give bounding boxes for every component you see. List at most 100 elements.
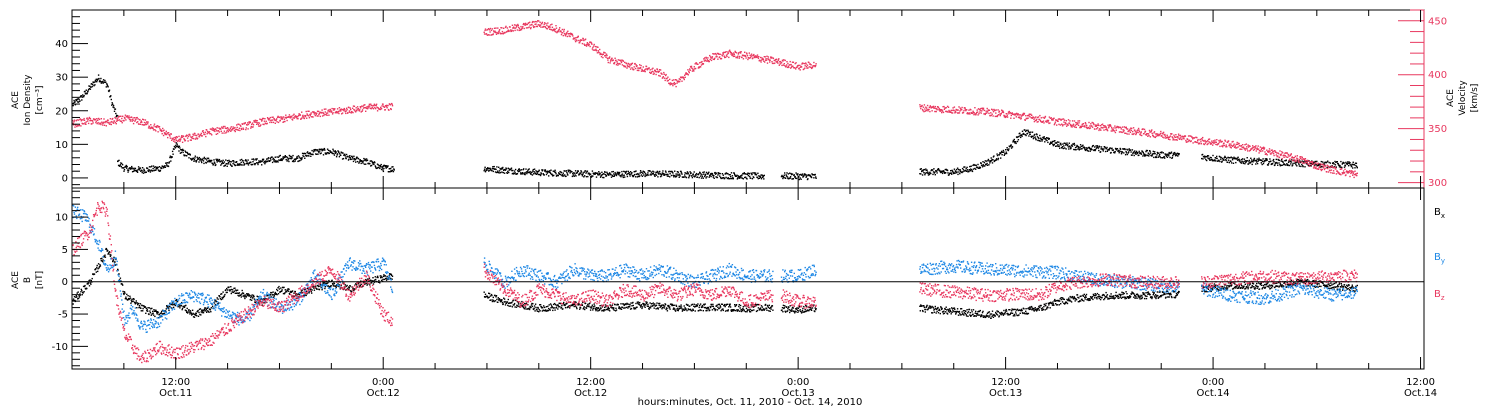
data-point	[510, 168, 512, 170]
data-point	[342, 108, 345, 111]
data-point	[1272, 152, 1275, 155]
data-point	[391, 103, 393, 105]
data-point	[187, 140, 189, 142]
data-point	[1323, 168, 1326, 171]
data-point	[150, 169, 152, 171]
data-point	[1016, 140, 1019, 143]
data-point	[142, 119, 145, 121]
data-point	[283, 118, 286, 120]
data-point	[304, 152, 306, 155]
data-point	[730, 52, 733, 54]
data-point	[683, 176, 685, 178]
data-point	[133, 169, 136, 171]
data-point	[727, 173, 729, 175]
data-point	[946, 169, 949, 172]
data-point	[308, 110, 310, 112]
data-point	[1348, 171, 1350, 174]
data-point	[262, 158, 265, 160]
data-point	[215, 128, 217, 131]
data-point	[759, 175, 761, 178]
data-point	[1305, 159, 1307, 162]
data-point	[938, 109, 940, 111]
data-point	[1241, 160, 1243, 163]
data-point	[664, 174, 666, 176]
data-point	[355, 158, 357, 160]
data-point	[1007, 113, 1009, 115]
data-point	[244, 122, 246, 124]
data-point	[604, 54, 607, 57]
data-point	[497, 170, 499, 172]
data-point	[125, 119, 127, 121]
data-point	[372, 108, 375, 110]
data-point	[1131, 154, 1133, 156]
data-point	[587, 44, 589, 47]
data-point	[119, 120, 122, 122]
data-point	[1356, 165, 1358, 168]
data-point	[1272, 158, 1275, 161]
data-point	[531, 21, 534, 24]
data-point	[76, 292, 78, 294]
data-point	[1017, 113, 1019, 115]
data-point	[1335, 166, 1337, 168]
data-point	[131, 167, 133, 169]
data-point	[1137, 127, 1140, 130]
data-point	[1346, 170, 1348, 172]
data-point	[1053, 117, 1055, 119]
data-point	[976, 111, 978, 114]
data-point	[1094, 148, 1097, 151]
data-point	[514, 172, 516, 174]
data-point	[1010, 117, 1012, 119]
data-point	[534, 20, 537, 23]
data-point	[1062, 147, 1065, 150]
data-point	[94, 118, 97, 121]
data-point	[1233, 156, 1235, 158]
data-point	[776, 61, 778, 64]
data-point	[653, 174, 655, 176]
data-point	[1313, 161, 1315, 163]
data-point	[73, 299, 75, 302]
data-point	[724, 56, 727, 58]
data-point	[982, 161, 984, 163]
data-point	[584, 175, 586, 177]
data-point	[1211, 158, 1213, 161]
data-point	[1132, 152, 1134, 155]
data-point	[181, 136, 183, 138]
data-point	[656, 170, 659, 173]
data-point	[1256, 162, 1259, 165]
data-point	[1248, 161, 1250, 163]
data-point	[175, 139, 177, 142]
data-point	[569, 170, 572, 172]
data-point	[644, 175, 646, 178]
data-point	[640, 64, 642, 67]
data-point	[998, 110, 1001, 112]
data-point	[1002, 151, 1004, 153]
data-point	[555, 25, 557, 27]
data-point	[106, 120, 108, 122]
data-point	[1328, 161, 1330, 164]
data-point	[305, 115, 307, 117]
data-point	[1272, 159, 1274, 162]
data-point	[1105, 128, 1107, 131]
data-point	[131, 301, 133, 303]
data-point	[612, 175, 614, 177]
data-point	[921, 174, 924, 176]
data-point	[484, 166, 486, 168]
data-point	[651, 172, 654, 175]
data-point	[581, 175, 584, 177]
data-point	[498, 170, 501, 172]
data-point	[791, 178, 793, 180]
data-point	[498, 30, 500, 32]
data-point	[488, 28, 490, 30]
data-point	[205, 135, 207, 138]
data-point	[318, 148, 321, 150]
data-point	[942, 170, 944, 173]
data-point	[1010, 144, 1012, 146]
data-point	[721, 54, 723, 56]
data-point	[728, 174, 730, 176]
data-point	[675, 173, 677, 175]
data-point	[246, 162, 248, 165]
data-point	[1313, 162, 1316, 165]
data-point	[669, 176, 671, 178]
data-point	[1127, 152, 1129, 154]
data-point	[629, 66, 631, 68]
